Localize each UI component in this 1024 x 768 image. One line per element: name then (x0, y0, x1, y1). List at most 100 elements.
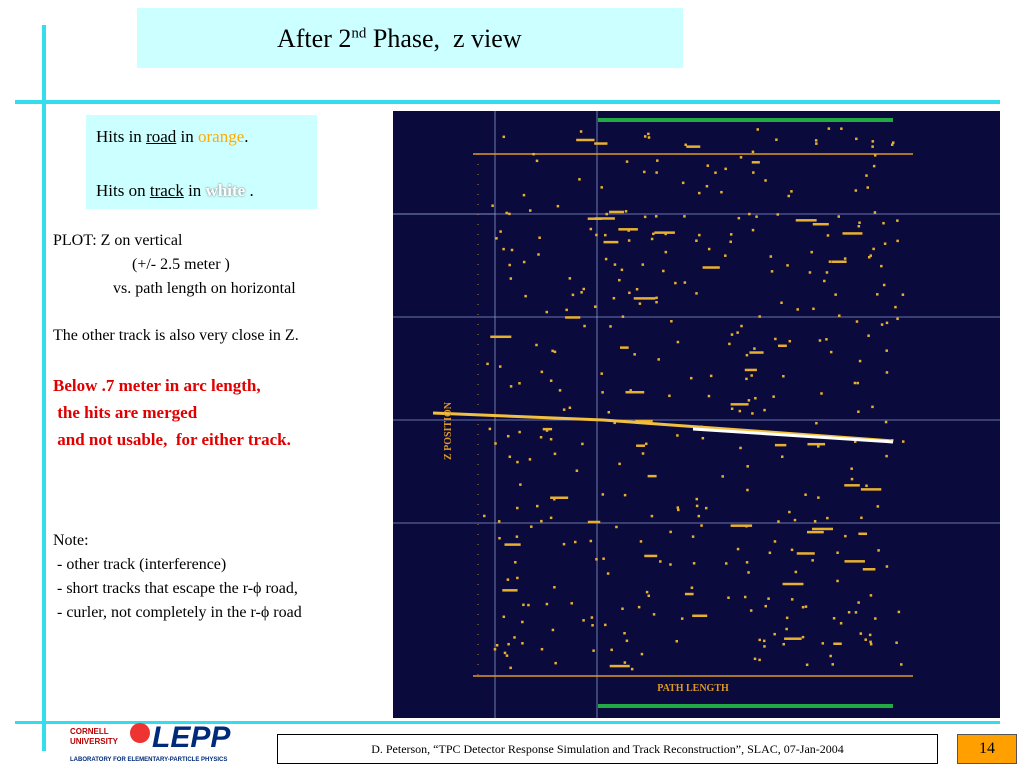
hit (702, 266, 720, 269)
hit (669, 563, 672, 566)
hit (486, 362, 489, 366)
hit (657, 358, 660, 361)
hit (655, 171, 658, 174)
hit (536, 504, 539, 508)
hit (502, 589, 518, 592)
title: After 2nd Phase, z view (277, 24, 522, 54)
hit (680, 617, 684, 620)
hit (895, 641, 898, 644)
hit (772, 395, 775, 398)
hit (568, 277, 572, 280)
hit (807, 442, 826, 446)
hit (652, 613, 656, 616)
hit (796, 552, 815, 555)
hit (730, 403, 749, 406)
text: The other track is also very close in Z. (53, 327, 299, 344)
hit (698, 233, 701, 237)
hit (784, 637, 802, 640)
hit (776, 213, 780, 216)
hit (633, 353, 636, 356)
hit (867, 255, 871, 259)
hit (747, 571, 750, 574)
hit (587, 520, 601, 524)
hit (858, 221, 861, 224)
hit (553, 350, 557, 354)
hit (695, 292, 698, 295)
hit (796, 308, 799, 311)
hit (749, 351, 764, 354)
hit (695, 504, 699, 508)
hit (896, 317, 899, 321)
hit (811, 559, 814, 562)
hit (790, 190, 793, 193)
hit (643, 215, 647, 219)
hit (502, 135, 506, 139)
title-text: After 2 (277, 24, 352, 53)
hit (767, 597, 770, 600)
hit (858, 359, 862, 363)
hit (691, 535, 695, 538)
hit (692, 614, 708, 618)
hit (774, 443, 787, 447)
hit (762, 639, 766, 643)
hit (621, 315, 625, 318)
hit (639, 540, 643, 543)
hit (763, 408, 766, 412)
hit (729, 233, 733, 236)
hit (582, 287, 586, 291)
hit (647, 474, 657, 478)
hit (644, 442, 648, 446)
hit (515, 535, 519, 538)
hit (714, 171, 717, 174)
text: in (183, 181, 206, 200)
hit (793, 518, 797, 522)
hit (522, 193, 526, 197)
hit (641, 263, 645, 266)
hit (736, 547, 740, 551)
hit (571, 293, 575, 297)
hit (707, 394, 711, 398)
hit (739, 156, 743, 159)
hit (869, 642, 873, 646)
hit (662, 269, 665, 273)
hit (538, 236, 541, 239)
hit (581, 442, 584, 446)
hit (896, 239, 899, 243)
hit (676, 340, 680, 344)
hit (758, 658, 761, 662)
hit (754, 396, 757, 400)
hit (838, 314, 841, 317)
hit (890, 143, 894, 146)
hit (483, 514, 486, 518)
hit (677, 508, 680, 512)
hit (502, 615, 506, 619)
hit (782, 642, 785, 646)
hit (509, 277, 513, 280)
hit (664, 232, 667, 236)
hit (853, 381, 857, 385)
hit (700, 524, 703, 527)
hit (695, 497, 699, 501)
hit (565, 316, 581, 319)
hit (872, 247, 875, 251)
text: (+/- 2.5 meter ) (132, 256, 230, 273)
hit (709, 374, 713, 378)
hit (620, 268, 624, 272)
text: Below .7 meter in arc length, (53, 376, 261, 395)
hit (582, 619, 585, 622)
hit (753, 347, 756, 350)
text: and not usable, for either track. (53, 430, 291, 449)
logo-text: LEPP (152, 721, 231, 754)
title-sup: nd (351, 25, 367, 42)
hit (535, 159, 539, 163)
hit (542, 427, 553, 431)
hit (721, 475, 724, 478)
rule-top (15, 100, 1000, 104)
hit (539, 435, 543, 439)
y-axis-label: Z POSITION (443, 401, 454, 460)
hit (844, 534, 847, 538)
hit (858, 532, 868, 536)
hit (521, 620, 524, 624)
hit (820, 392, 823, 395)
hit (790, 598, 794, 601)
